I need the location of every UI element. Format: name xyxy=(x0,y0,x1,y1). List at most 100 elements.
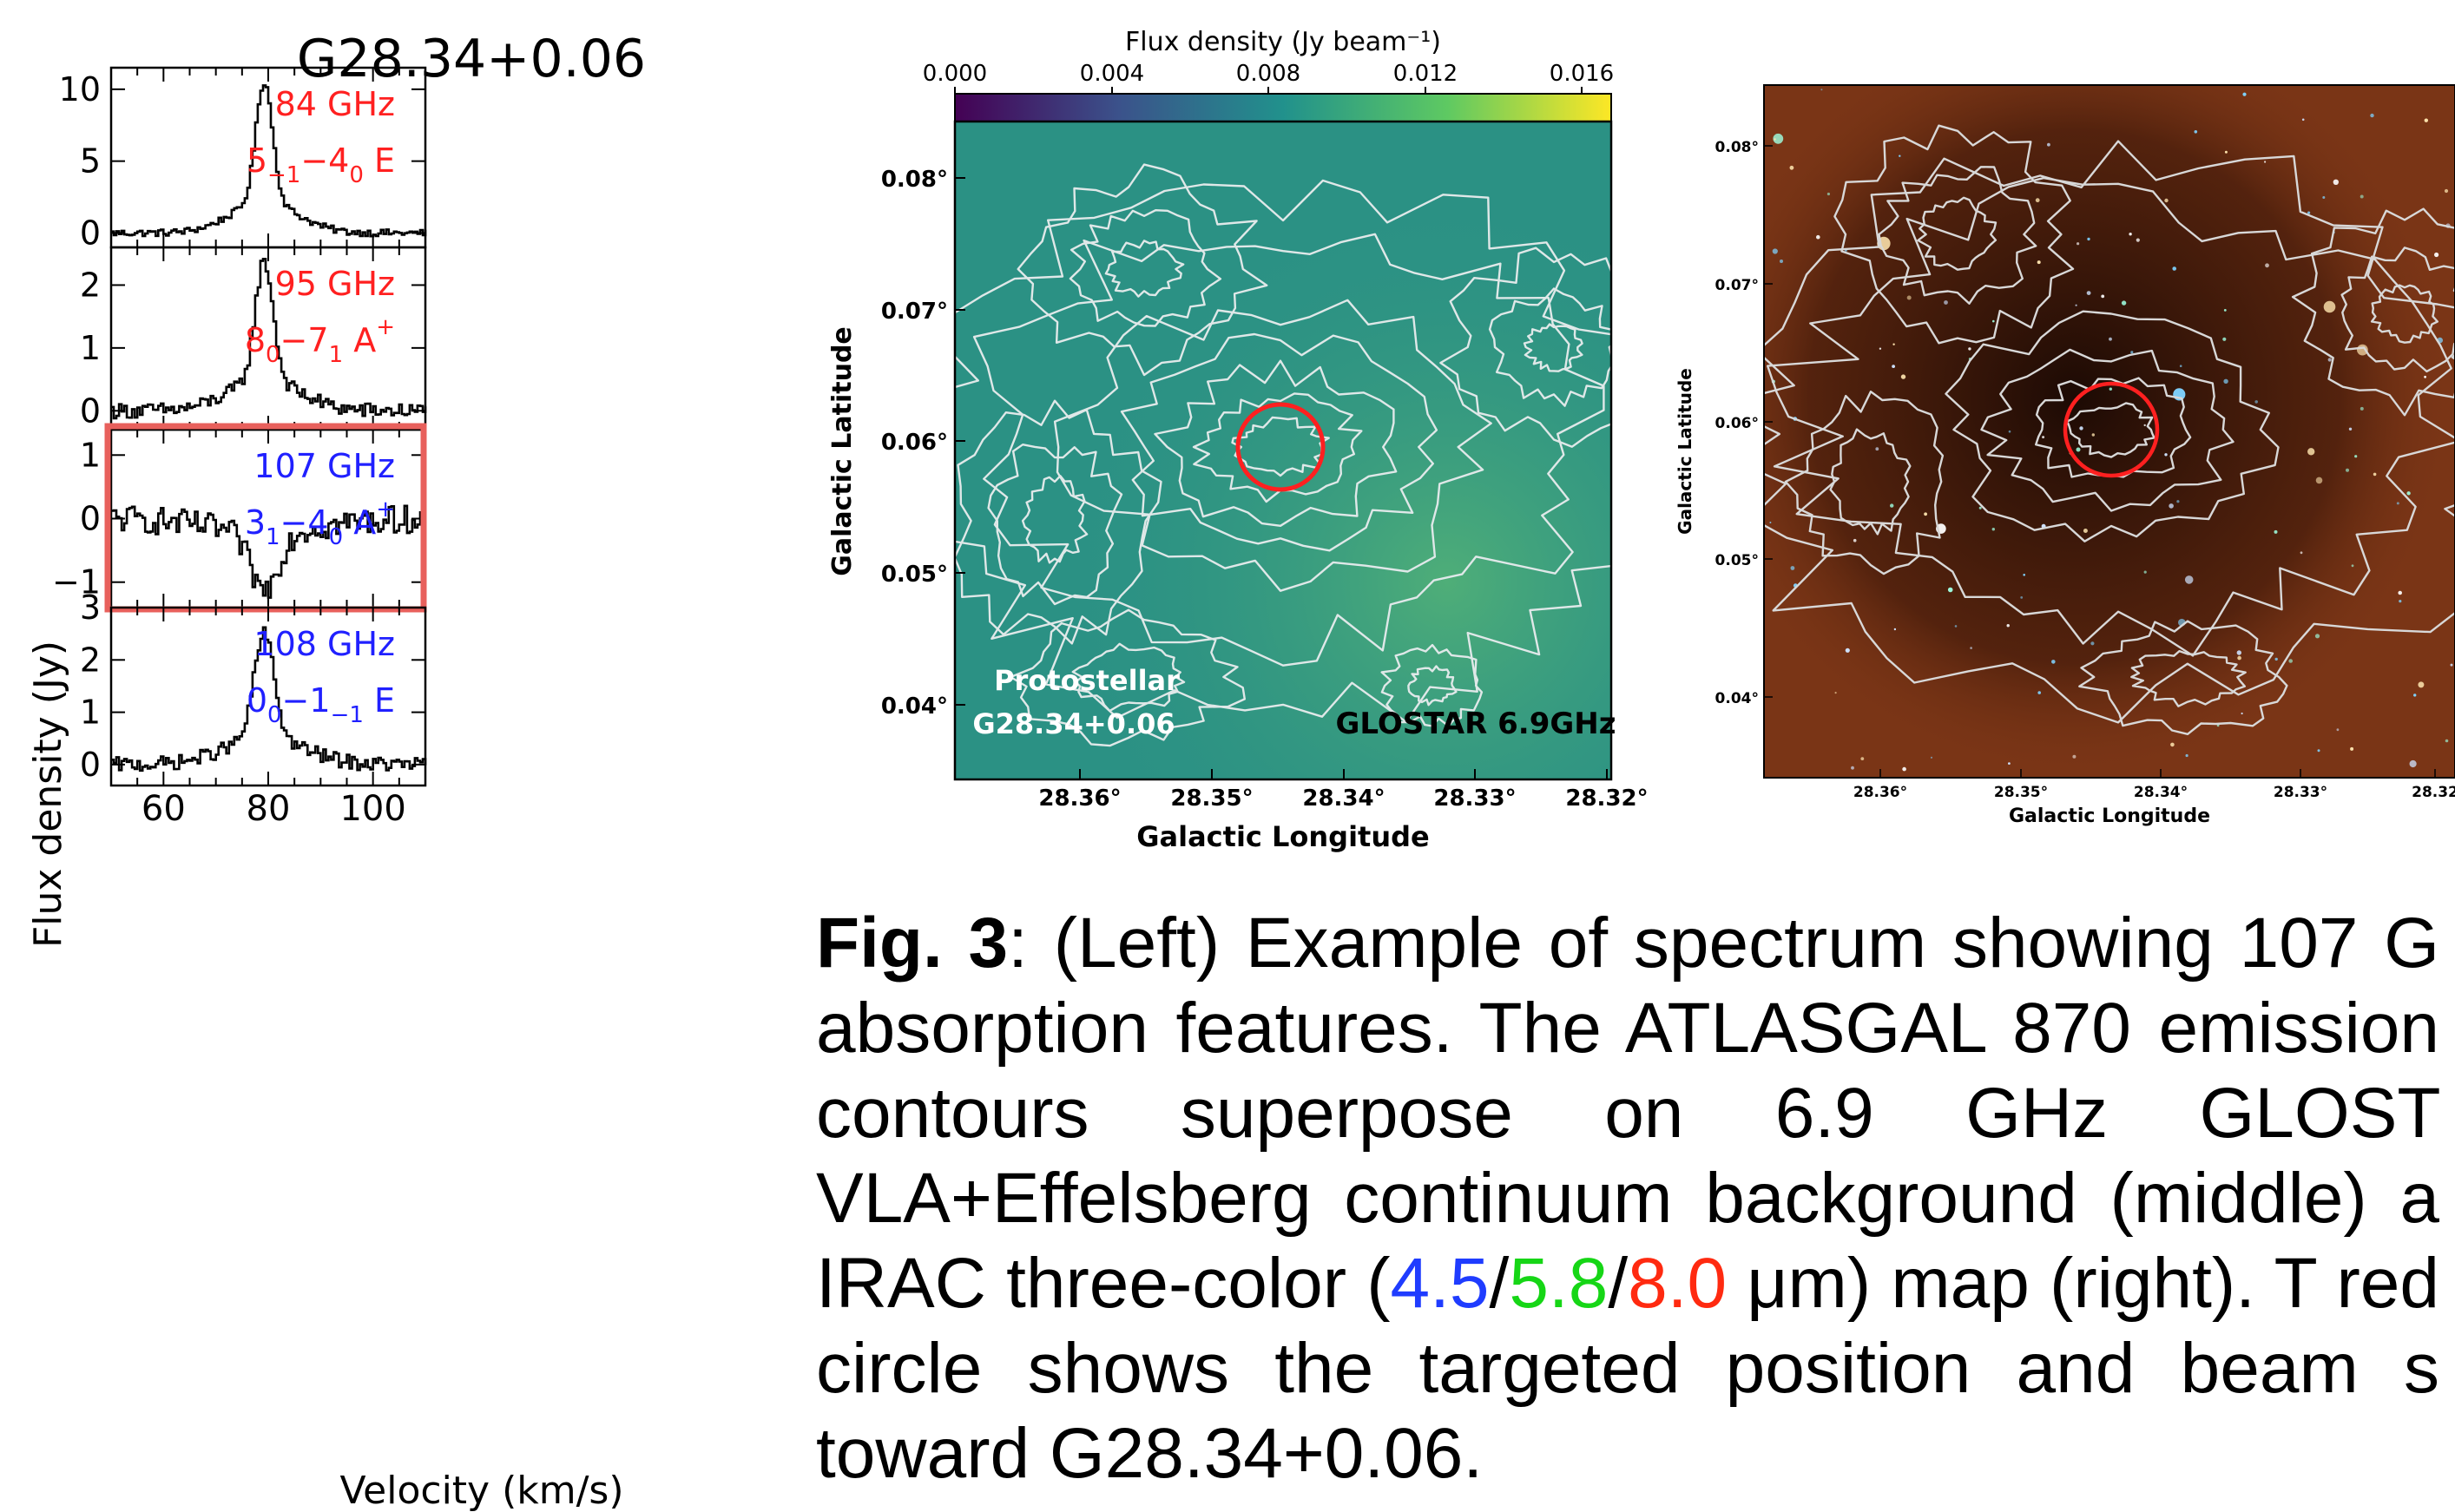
star-point xyxy=(1902,766,1906,772)
star-point xyxy=(2176,500,2180,503)
latitude-tick-label: 0.04° xyxy=(1715,690,1759,707)
transition-label: 95 GHz 80−71 A+ xyxy=(245,265,395,368)
star-point xyxy=(1879,347,1882,350)
star-point xyxy=(2006,624,2010,628)
glostar-y-axis-label: Galactic Latitude xyxy=(827,326,858,576)
caption-fig-label: Fig. 3 xyxy=(816,904,1009,983)
star-point xyxy=(1992,319,1995,323)
contour-line xyxy=(955,179,1611,724)
irac-y-axis-label: Galactic Latitude xyxy=(1675,368,1695,535)
star-point xyxy=(1924,512,1928,516)
transition-label: 108 GHz 00−1−1 E xyxy=(247,625,395,728)
star-point xyxy=(2075,304,2077,306)
contour-line xyxy=(1053,299,1492,592)
star-point xyxy=(2424,118,2428,122)
caption-line-1: : (Left) Example of spectrum showing 107… xyxy=(1008,904,2439,983)
contour-line xyxy=(1120,332,1438,552)
longitude-tick-label: 28.34° xyxy=(2134,784,2188,801)
contour-line xyxy=(1833,124,2075,345)
star-point xyxy=(2265,263,2269,268)
spectrum-subpanel: 0 5 10 84 GHz 5−1−40 E xyxy=(59,66,427,252)
spectrum-line xyxy=(111,626,427,772)
star-point xyxy=(1845,648,1850,653)
star-point xyxy=(1851,766,1854,770)
star-point xyxy=(2129,233,2132,236)
star-point xyxy=(1970,647,1972,649)
x-tick-label: 80 xyxy=(247,789,291,829)
star-point xyxy=(2322,196,2326,199)
star-point xyxy=(2090,641,2095,646)
star-point xyxy=(1899,154,1901,157)
frequency-label: 108 GHz xyxy=(253,625,395,663)
contour-line xyxy=(1917,196,1998,271)
star-point xyxy=(2169,503,2174,509)
star-point xyxy=(2351,564,2354,568)
transition-label: 84 GHz 5−1−40 E xyxy=(247,85,395,188)
frequency-label: 95 GHz xyxy=(275,265,395,303)
quantum-numbers-label: 31−40 A+ xyxy=(245,496,395,550)
star-point xyxy=(1954,625,1958,628)
star-point xyxy=(2409,759,2417,768)
star-point xyxy=(2323,300,2336,313)
x-tick-label: 100 xyxy=(339,789,405,829)
latitude-tick-label: 0.07° xyxy=(1715,277,1759,294)
star-point xyxy=(1790,566,1795,570)
star-point xyxy=(1944,300,1948,305)
caption-line-5b: μm) map (right). T xyxy=(1727,1244,2317,1323)
spectrum-title: G28.34+0.06 xyxy=(297,29,646,89)
star-point xyxy=(2037,691,2041,694)
star-point xyxy=(2445,739,2449,743)
star-point xyxy=(2008,430,2011,433)
star-point xyxy=(2236,650,2241,655)
caption-band-green: 5.8 xyxy=(1509,1244,1609,1323)
star-point xyxy=(1875,447,1879,451)
star-point xyxy=(2450,663,2453,667)
star-point xyxy=(1930,756,1933,759)
star-point xyxy=(2037,260,2041,265)
star-point xyxy=(1978,506,1982,509)
caption-slash-2: / xyxy=(1608,1244,1629,1323)
star-point xyxy=(2444,188,2449,194)
contour-line xyxy=(2066,402,2156,458)
star-point xyxy=(2143,424,2146,427)
star-point xyxy=(2164,198,2169,203)
latitude-tick-label: 0.07° xyxy=(881,299,948,325)
star-point xyxy=(2264,161,2267,163)
star-point xyxy=(2121,300,2127,306)
absorption-highlight-box xyxy=(104,423,427,613)
star-point xyxy=(2418,681,2425,688)
star-point xyxy=(2242,92,2247,96)
star-point xyxy=(2216,724,2220,727)
longitude-tick-label: 28.36° xyxy=(1038,786,1121,812)
star-point xyxy=(2023,574,2025,576)
star-point xyxy=(2194,130,2198,134)
caption-line-6: red circle shows the targeted position a… xyxy=(816,1244,2439,1408)
star-point xyxy=(1892,343,1895,345)
contour-line xyxy=(955,399,1162,645)
y-tick-label: 3 xyxy=(80,588,101,627)
star-point xyxy=(2360,406,2364,411)
star-point xyxy=(2091,433,2095,437)
spectrum-line xyxy=(111,504,427,599)
star-point xyxy=(2315,477,2323,484)
contour-line xyxy=(1523,323,1583,372)
y-tick-label: 0 xyxy=(80,391,101,430)
star-point xyxy=(2314,634,2320,639)
star-point xyxy=(2077,242,2080,246)
star-point xyxy=(2164,453,2168,457)
star-point xyxy=(1900,374,1906,379)
star-point xyxy=(1947,587,1953,593)
y-tick-label: 0 xyxy=(80,746,101,784)
star-point xyxy=(2222,337,2227,341)
contour-line xyxy=(1380,643,1484,727)
star-point xyxy=(1991,528,1995,531)
contour-line xyxy=(1010,608,1246,747)
x-tick-label: 60 xyxy=(142,789,186,829)
spectrum-figure: G28.34+0.06 Flux density (Jy) Velocity (… xyxy=(26,29,646,1512)
star-point xyxy=(2035,198,2040,203)
star-point xyxy=(2399,600,2402,603)
star-point xyxy=(2184,575,2194,584)
contour-line xyxy=(1021,475,1089,564)
star-point xyxy=(1820,89,1823,91)
star-point xyxy=(2224,150,2228,154)
